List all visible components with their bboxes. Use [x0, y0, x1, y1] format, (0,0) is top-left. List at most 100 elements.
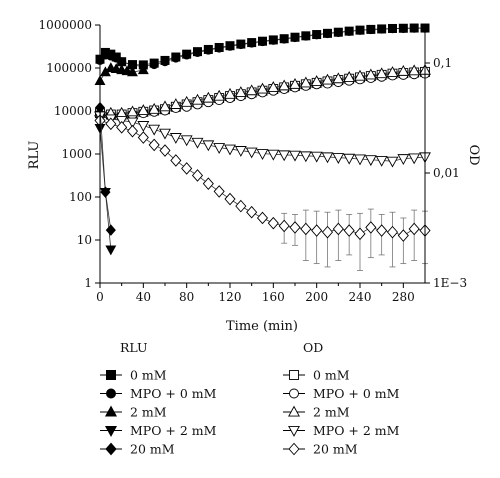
- legend-marker: [104, 425, 118, 437]
- legend-label: 0 mM: [313, 368, 350, 383]
- data-point: [148, 124, 161, 136]
- data-point: [105, 117, 117, 131]
- data-point: [321, 225, 334, 239]
- data-point: [310, 151, 323, 163]
- data-point: [191, 93, 204, 105]
- data-point: [127, 66, 138, 77]
- data-point: [224, 87, 236, 99]
- legend-marker: [104, 405, 118, 417]
- data-point: [159, 144, 171, 157]
- legend-label: MPO + 0 mM: [130, 386, 217, 401]
- data-point: [170, 154, 182, 167]
- data-point: [278, 150, 291, 162]
- data-point: [268, 35, 278, 45]
- y2-tick-label: 1E−3: [433, 276, 467, 290]
- data-point: [159, 128, 171, 140]
- data-point: [386, 156, 399, 168]
- y-tick-label: 10000: [54, 104, 92, 118]
- series-rlu-circle: [95, 23, 430, 71]
- y2-tick-label: 0,01: [433, 166, 460, 180]
- x-tick-label: 120: [219, 290, 242, 304]
- legend-item: MPO + 2 mM: [283, 423, 400, 438]
- data-point: [301, 31, 311, 41]
- data-point: [256, 82, 269, 94]
- data-point: [267, 81, 280, 92]
- data-point: [332, 153, 345, 164]
- legend-label: 0 mM: [130, 368, 167, 383]
- data-point: [225, 41, 235, 51]
- data-point: [159, 100, 171, 112]
- data-point: [344, 26, 354, 36]
- data-point: [126, 105, 139, 117]
- axes: 0 40 80 120 160 200 240 280 1 10 100 1000 10000 10000…: [39, 18, 468, 304]
- data-point: [148, 138, 160, 152]
- data-point: [397, 154, 410, 166]
- data-point: [256, 211, 269, 225]
- data-point: [408, 153, 421, 165]
- data-point: [397, 229, 409, 242]
- data-point: [213, 89, 226, 101]
- data-point: [386, 225, 399, 239]
- data-point: [169, 98, 182, 109]
- legend-label: 20 mM: [130, 442, 175, 457]
- data-point: [213, 143, 226, 154]
- data-point: [332, 222, 344, 236]
- data-point: [267, 216, 279, 230]
- data-point: [364, 155, 377, 167]
- data-point: [300, 222, 312, 236]
- data-point: [105, 245, 117, 256]
- legend-item: 0 mM: [283, 368, 350, 383]
- data-point: [354, 227, 366, 241]
- legend-item: 0 mM: [100, 368, 167, 383]
- series-rlu-triangle-up: [94, 62, 149, 86]
- legend-item: MPO + 2 mM: [100, 423, 217, 438]
- data-point: [375, 67, 388, 79]
- legend-item: 20 mM: [100, 442, 175, 457]
- data-point: [365, 221, 377, 234]
- data-point: [126, 117, 139, 129]
- data-point: [333, 27, 343, 37]
- data-point: [377, 24, 387, 34]
- data-point: [376, 224, 388, 237]
- data-point: [278, 79, 291, 91]
- data-point: [354, 69, 366, 81]
- legend-marker: [106, 370, 116, 380]
- data-point: [105, 224, 116, 236]
- data-point: [299, 76, 312, 88]
- legend-marker: [288, 442, 300, 456]
- data-point: [332, 72, 345, 84]
- data-point: [311, 224, 323, 237]
- data-point: [375, 155, 388, 167]
- data-point: [234, 146, 247, 157]
- data-point: [323, 29, 332, 39]
- data-point: [171, 53, 181, 63]
- legend-heading-rlu: RLU: [120, 340, 148, 355]
- y-tick-label: 1000: [61, 147, 92, 161]
- data-point: [160, 57, 170, 67]
- x-tick-label: 240: [349, 290, 372, 304]
- data-point: [149, 60, 159, 70]
- data-point: [366, 25, 376, 35]
- data-point: [388, 24, 397, 34]
- series-line: [99, 27, 425, 67]
- x-tick-label: 80: [179, 290, 194, 304]
- data-point: [182, 50, 192, 60]
- y2-tick-label: 0,1: [433, 56, 452, 70]
- data-point: [386, 66, 399, 77]
- data-point: [247, 38, 257, 48]
- data-point: [191, 169, 204, 182]
- data-point: [289, 221, 301, 234]
- data-point: [354, 154, 366, 166]
- data-point: [408, 64, 421, 76]
- data-point: [256, 149, 269, 160]
- data-point: [355, 25, 365, 35]
- legend-marker: [288, 426, 300, 437]
- data-point: [246, 205, 258, 219]
- data-point: [290, 33, 300, 43]
- x-axis-title: Time (min): [226, 319, 298, 334]
- data-point: [126, 124, 139, 138]
- x-tick-label: 280: [392, 290, 415, 304]
- data-point: [398, 23, 408, 33]
- data-point: [100, 186, 111, 198]
- data-point: [224, 192, 236, 206]
